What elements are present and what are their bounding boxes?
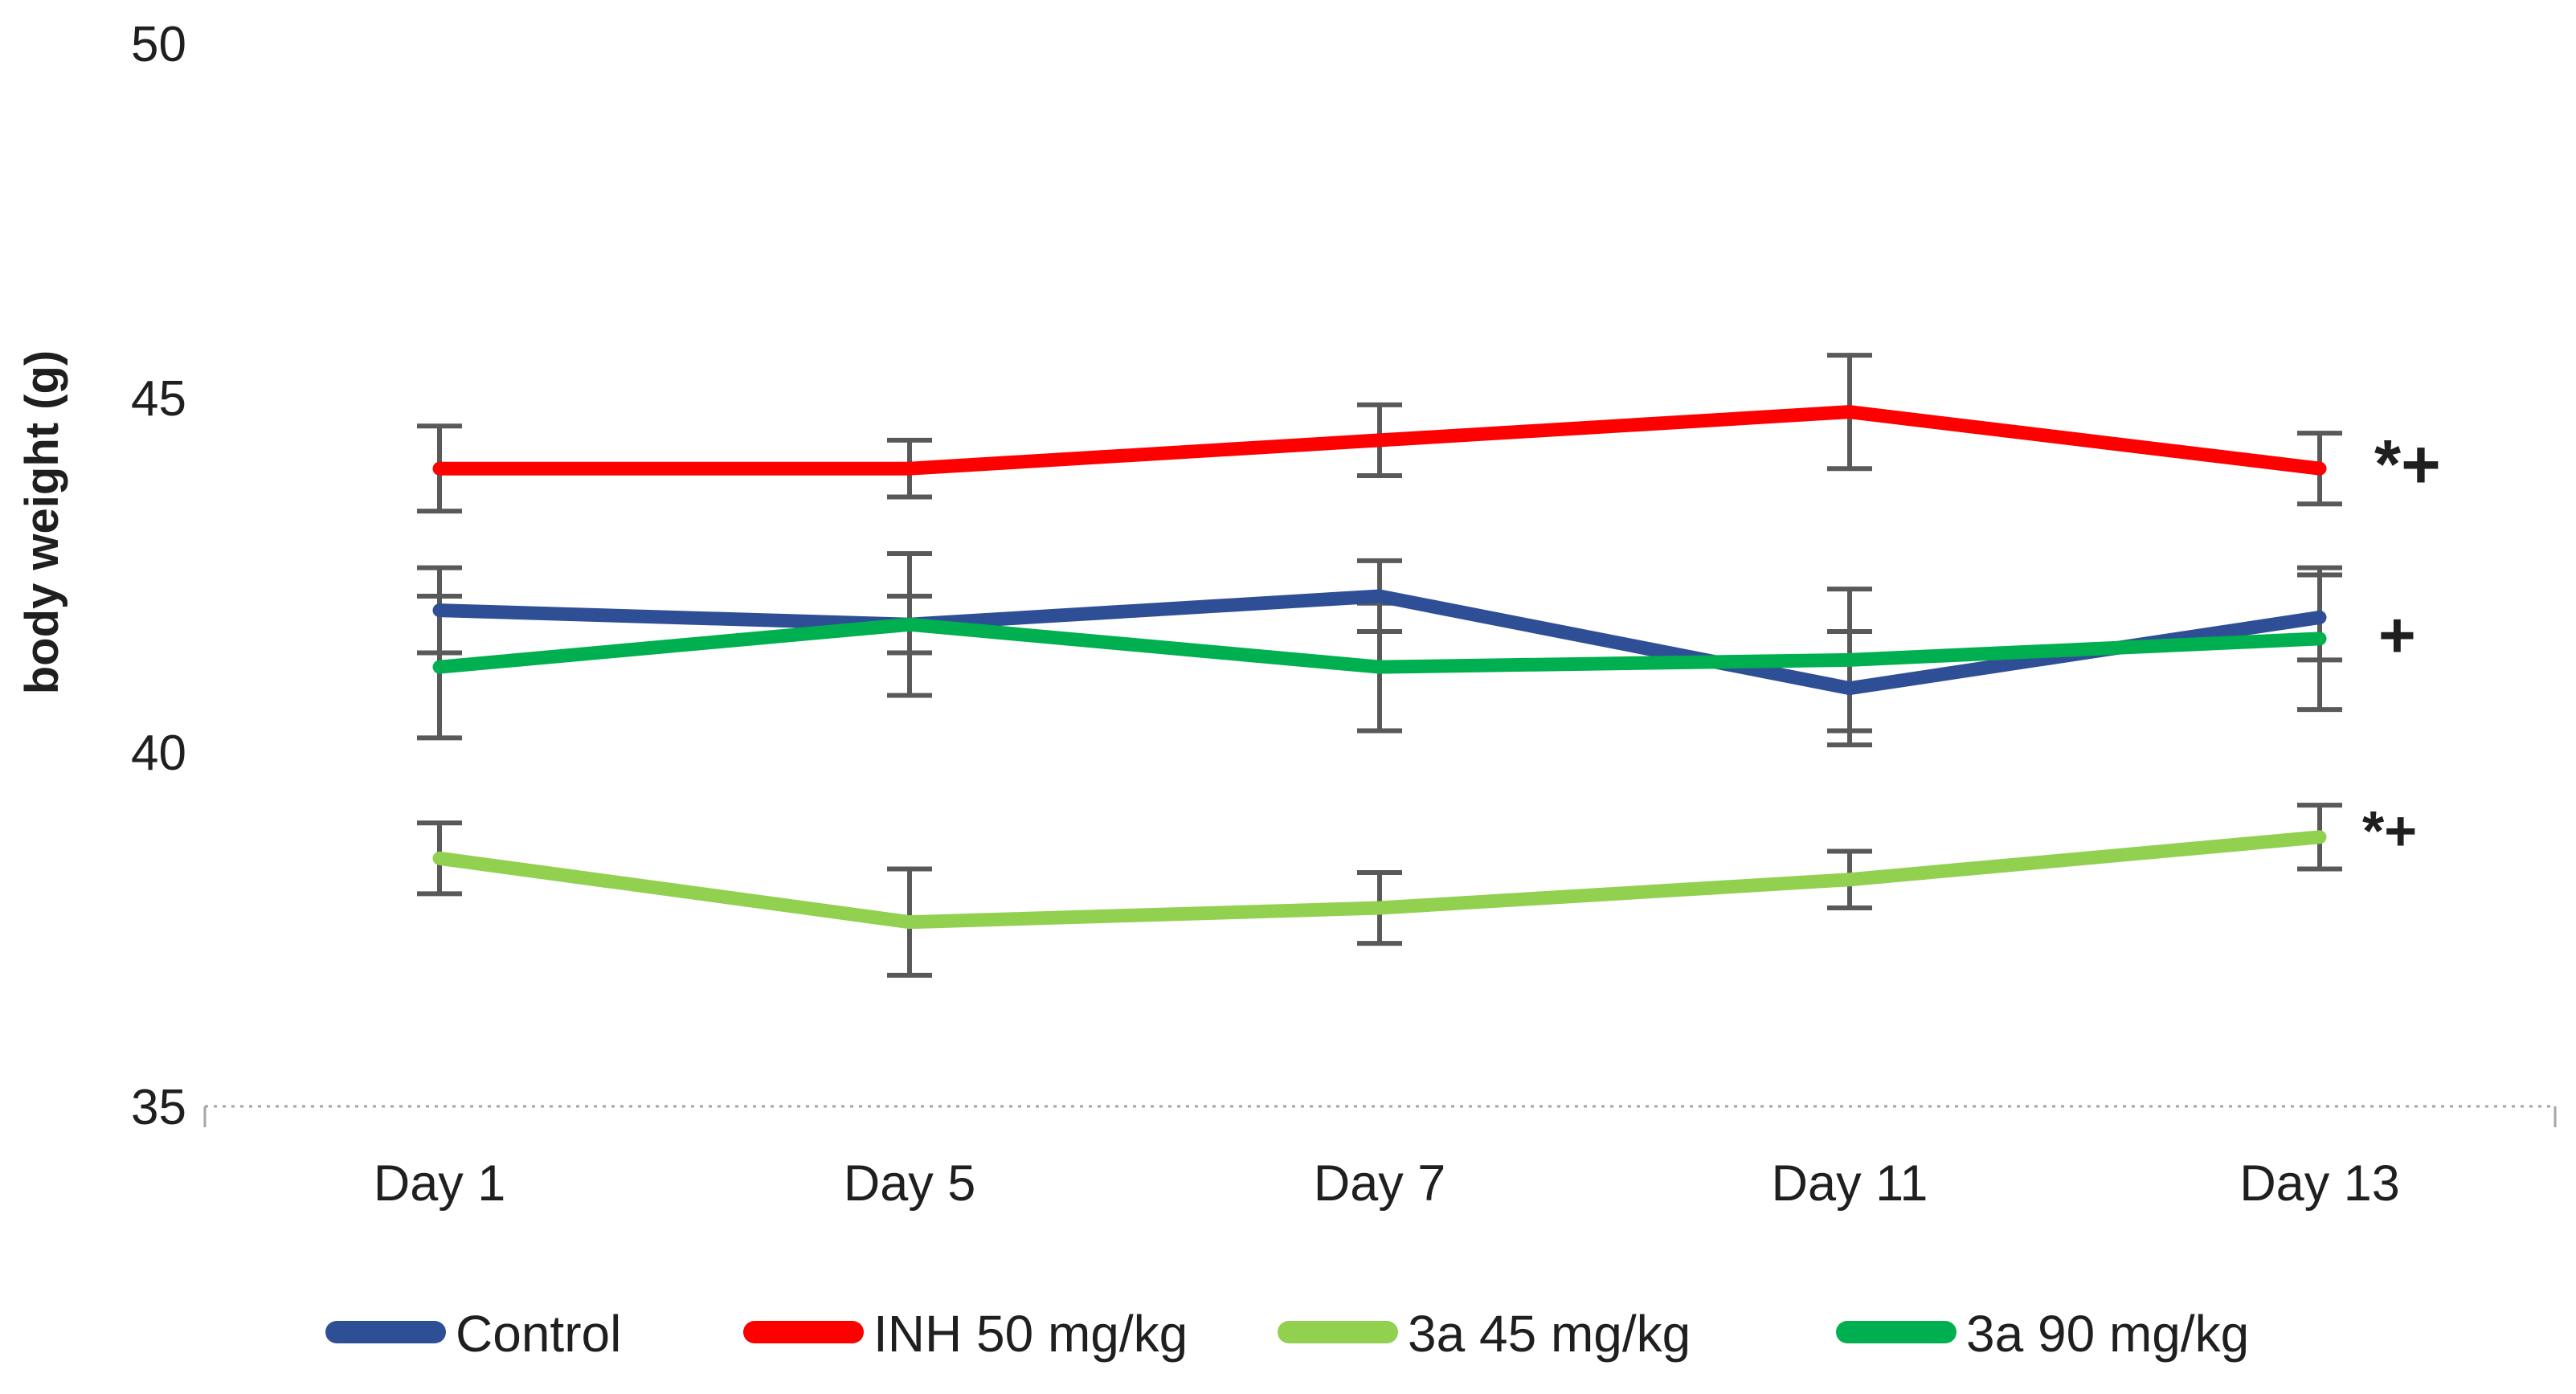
y-tick-label: 50 [131,17,186,72]
significance-annotation-3a-90-mg-kg: + [2378,599,2416,671]
legend-label-control: Control [456,1305,621,1363]
x-category-label: Day 5 [844,1155,976,1212]
legend-item-3a-45-mg-kg: 3a 45 mg/kg [1278,1305,1691,1363]
legend-swatch-3a-45-mg-kg [1278,1321,1398,1343]
legend-label-inh-50-mg-kg: INH 50 mg/kg [873,1305,1188,1363]
legend-swatch-3a-90-mg-kg [1836,1321,1957,1343]
legend-item-3a-90-mg-kg: 3a 90 mg/kg [1836,1305,2249,1363]
legend-label-3a-45-mg-kg: 3a 45 mg/kg [1408,1305,1691,1363]
series-line-control [432,589,2327,696]
legend-swatch-inh-50-mg-kg [743,1321,864,1343]
significance-annotation-3a-45-mg-kg: *+ [2362,799,2417,862]
legend-item-control: Control [325,1305,621,1363]
y-tick-label: 40 [131,726,186,781]
significance-annotation-inh-50-mg-kg: *+ [2374,427,2441,503]
series-line-3a-90-mg-kg [432,617,2327,674]
y-tick-label: 35 [131,1080,186,1135]
plot-area: 50 45 40 35 Day 1 Day 5 Day 7 Day 11 Day 13 *+ + *+ [131,17,2557,1212]
legend-item-inh-50-mg-kg: INH 50 mg/kg [743,1305,1188,1363]
legend-label-3a-90-mg-kg: 3a 90 mg/kg [1966,1305,2249,1363]
series-line-inh-50-mg-kg [432,405,2327,476]
x-category-label: Day 11 [1772,1155,1928,1212]
series-line-3a-45-mg-kg [432,830,2327,930]
x-category-label: Day 13 [2239,1155,2400,1212]
x-category-label: Day 1 [374,1155,506,1212]
x-category-label: Day 7 [1314,1155,1446,1212]
legend: Control INH 50 mg/kg 3a 45 mg/kg 3a 90 mg/k… [325,1305,2249,1363]
y-axis-title: body weight (g) [16,350,68,695]
legend-swatch-control [325,1321,446,1343]
y-tick-label: 45 [131,371,186,427]
